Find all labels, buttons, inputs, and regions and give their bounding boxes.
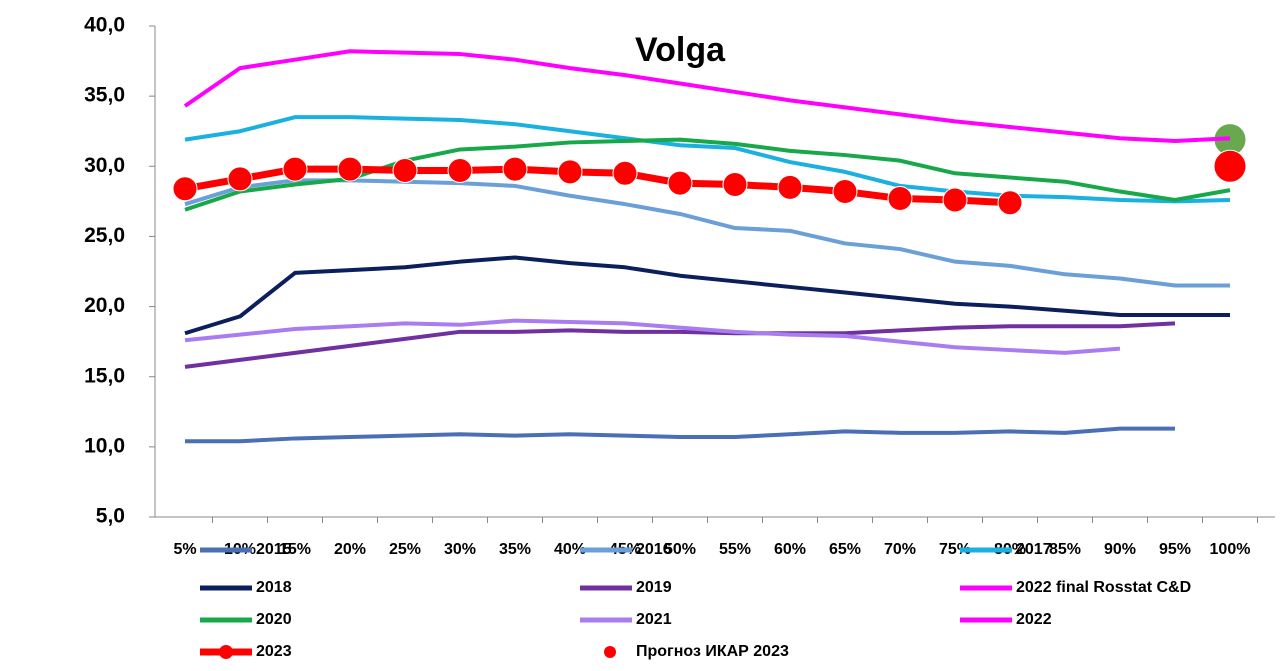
series-line [183, 49, 1231, 144]
x-tick-label: 20% [334, 541, 366, 558]
legend-label: 2018 [256, 579, 292, 596]
legend-label: 2022 final Rosstat C&D [1016, 579, 1191, 596]
series-line [184, 165, 1011, 207]
y-tick-label: 5,0 [96, 505, 125, 528]
y-tick-label: 25,0 [84, 224, 125, 247]
x-tick-label: 25% [389, 541, 421, 558]
x-tick-label: 95% [1159, 541, 1191, 558]
legend-label: 2016 [636, 541, 672, 558]
x-tick-label: 65% [829, 541, 861, 558]
series-line [184, 115, 1231, 204]
series-marker [667, 170, 693, 196]
x-tick-label: 15% [279, 541, 311, 558]
series-line [184, 318, 1121, 355]
series-marker [997, 190, 1023, 216]
x-tick-label: 90% [1104, 541, 1136, 558]
series-line [184, 178, 1230, 288]
series-marker [172, 176, 198, 202]
legend-label: 2019 [636, 579, 672, 596]
y-tick-label: 30,0 [84, 154, 125, 177]
series-marker [447, 157, 473, 183]
series-marker [392, 157, 418, 183]
series-marker [832, 179, 858, 205]
y-tick-label: 20,0 [84, 294, 125, 317]
series-marker [282, 156, 308, 182]
series-line [185, 426, 1175, 444]
x-tick-label: 75% [939, 541, 971, 558]
series-line [184, 255, 1230, 336]
legend-label: 2020 [256, 611, 292, 628]
y-tick-label: 15,0 [84, 364, 125, 387]
series-marker [557, 159, 583, 185]
series-marker [227, 166, 253, 192]
y-tick-label: 35,0 [84, 84, 125, 107]
x-tick-label: 60% [774, 541, 806, 558]
series-line [184, 321, 1176, 369]
legend-label: 2022 [1016, 611, 1052, 628]
x-tick-label: 70% [884, 541, 916, 558]
series-marker [1213, 149, 1247, 183]
x-tick-label: 55% [719, 541, 751, 558]
legend-label: 2017 [1016, 541, 1052, 558]
series-marker [887, 186, 913, 212]
series-marker [502, 156, 528, 182]
series-marker [337, 156, 363, 182]
legend-label: 2015 [256, 541, 292, 558]
chart-title: Volga [635, 31, 726, 69]
series-marker [612, 160, 638, 186]
x-tick-label: 5% [173, 541, 196, 558]
legend-marker [604, 646, 616, 658]
series-marker [777, 174, 803, 200]
legend-label: Прогноз ИКАР 2023 [636, 643, 789, 660]
x-tick-label: 40% [554, 541, 586, 558]
legend-marker [219, 645, 233, 659]
x-tick-label: 100% [1210, 541, 1251, 558]
y-tick-label: 10,0 [84, 434, 125, 457]
x-tick-label: 35% [499, 541, 531, 558]
x-tick-label: 85% [1049, 541, 1081, 558]
x-tick-label: 50% [664, 541, 696, 558]
legend-label: 2023 [256, 643, 292, 660]
y-tick-label: 40,0 [84, 14, 125, 37]
x-tick-label: 30% [444, 541, 476, 558]
legend-label: 2021 [636, 611, 672, 628]
series-marker [942, 187, 968, 213]
series-marker [722, 172, 748, 198]
